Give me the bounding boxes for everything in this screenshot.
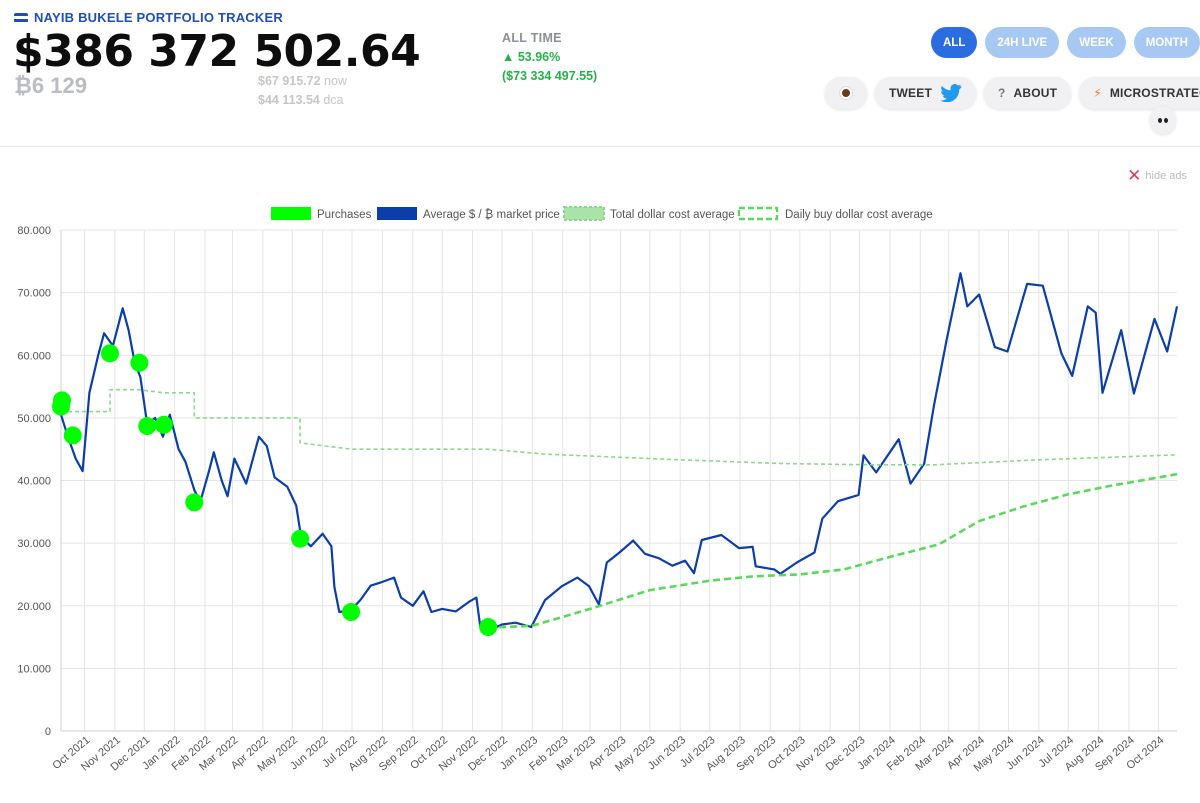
purchase-marker xyxy=(185,493,204,512)
header-divider xyxy=(0,146,1200,147)
purchase-marker xyxy=(342,603,361,622)
purchase-marker xyxy=(138,417,157,436)
price-summary: $67 915.72 now $44 113.54 dca xyxy=(258,72,347,110)
legend-item[interactable]: Purchases xyxy=(271,207,372,221)
purchase-markers xyxy=(52,344,498,637)
tab-week[interactable]: WEEK xyxy=(1067,27,1126,58)
coffee-icon xyxy=(840,87,852,99)
y-tick-label: 70.000 xyxy=(17,288,51,300)
portfolio-value: $386 372 502.64 xyxy=(13,26,421,77)
coffee-button[interactable] xyxy=(825,77,867,109)
brand[interactable]: NAYIB BUKELE PORTFOLIO TRACKER xyxy=(14,10,283,25)
tab-month[interactable]: MONTH xyxy=(1133,27,1200,58)
flag-stripe-middle xyxy=(14,15,28,20)
y-axis: 0 10.000 20.000 30.000 40.000 50.000 60.000 70.… xyxy=(17,225,51,738)
purchase-marker xyxy=(100,344,119,363)
twitter-bird-icon xyxy=(940,84,962,102)
action-buttons: TWEET ? ABOUT ⚡ MICROSTRATEGY xyxy=(825,77,1200,109)
now-price-row: $67 915.72 now xyxy=(258,72,347,91)
y-tick-label: 30.000 xyxy=(17,538,51,550)
microstrategy-button[interactable]: ⚡ MICROSTRATEGY xyxy=(1079,77,1200,109)
eyes-icon-right xyxy=(1164,117,1168,123)
now-label: now xyxy=(324,74,347,88)
lightning-icon: ⚡ xyxy=(1093,86,1102,100)
btc-holdings: ₿6 129 xyxy=(14,73,87,98)
dca-label: dca xyxy=(323,93,344,107)
y-tick-label: 60.000 xyxy=(17,350,51,362)
legend-swatch-total-dca xyxy=(563,206,605,221)
legend-label: Daily buy dollar cost average xyxy=(785,209,933,221)
legend-swatch-price xyxy=(377,207,417,220)
brand-title: NAYIB BUKELE PORTFOLIO TRACKER xyxy=(34,10,283,25)
eyes-button[interactable] xyxy=(1150,106,1176,134)
legend-label: Total dollar cost average xyxy=(610,209,735,221)
y-tick-label: 10.000 xyxy=(17,663,51,675)
y-tick-label: 50.000 xyxy=(17,413,51,425)
price-line xyxy=(59,272,1179,631)
about-label: ABOUT xyxy=(1013,86,1058,100)
chart-legend: Purchases Average $ / ₿ market price Total… xyxy=(271,206,933,221)
question-icon: ? xyxy=(998,86,1006,100)
all-time-gain: ($73 334 497.55) xyxy=(502,69,598,83)
tab-all[interactable]: ALL xyxy=(931,27,978,58)
tweet-button[interactable]: TWEET xyxy=(875,77,976,109)
all-time-performance: ALL TIME ▲ 53.96% ($73 334 497.55) xyxy=(502,29,597,86)
purchase-marker xyxy=(291,529,310,548)
now-price: $67 915.72 xyxy=(258,74,321,88)
purchase-marker xyxy=(154,415,173,434)
chart-grid xyxy=(60,229,1177,732)
flag-stripe-top xyxy=(14,12,28,16)
legend-item[interactable]: Total dollar cost average xyxy=(563,206,735,221)
total-dca-line xyxy=(61,388,1178,466)
legend-item[interactable]: Daily buy dollar cost average xyxy=(737,206,933,221)
all-time-percent: ▲ 53.96% xyxy=(502,50,561,64)
purchase-marker xyxy=(52,391,71,410)
about-button[interactable]: ? ABOUT xyxy=(984,77,1072,109)
legend-label: Average $ / ₿ market price xyxy=(423,209,560,221)
tweet-label: TWEET xyxy=(889,86,932,100)
time-range-tabs: ALL 24H LIVE WEEK MONTH xyxy=(931,27,1200,58)
legend-item[interactable]: Average $ / ₿ market price xyxy=(377,207,560,221)
close-icon: ✕ xyxy=(1127,166,1142,185)
y-tick-label: 80.000 xyxy=(17,225,51,237)
flag-stripe-bottom xyxy=(14,19,28,23)
y-tick-label: 0 xyxy=(45,726,51,738)
legend-label: Purchases xyxy=(317,209,372,221)
legend-swatch-daily-dca xyxy=(737,206,779,221)
hide-ads-label: hide ads xyxy=(1145,169,1187,182)
microstrategy-label: MICROSTRATEGY xyxy=(1109,86,1200,100)
all-time-label: ALL TIME xyxy=(502,31,562,45)
daily-dca-line xyxy=(488,472,1178,629)
portfolio-chart: Purchases Average $ / ₿ market price Total… xyxy=(17,206,1179,774)
purchase-marker xyxy=(63,426,82,445)
dca-price-row: $44 113.54 dca xyxy=(258,91,347,110)
el-salvador-flag-icon xyxy=(14,12,28,23)
hide-ads-link[interactable]: ✕ hide ads xyxy=(1127,167,1187,184)
purchase-marker xyxy=(479,618,498,637)
tab-24h-live[interactable]: 24H LIVE xyxy=(985,27,1060,58)
purchase-marker xyxy=(130,353,149,372)
y-tick-label: 20.000 xyxy=(17,601,51,613)
dca-price: $44 113.54 xyxy=(258,93,320,107)
y-tick-label: 40.000 xyxy=(17,476,51,488)
legend-swatch-purchases xyxy=(271,207,311,220)
eyes-icon-left xyxy=(1158,117,1162,123)
chart-series xyxy=(59,272,1179,631)
